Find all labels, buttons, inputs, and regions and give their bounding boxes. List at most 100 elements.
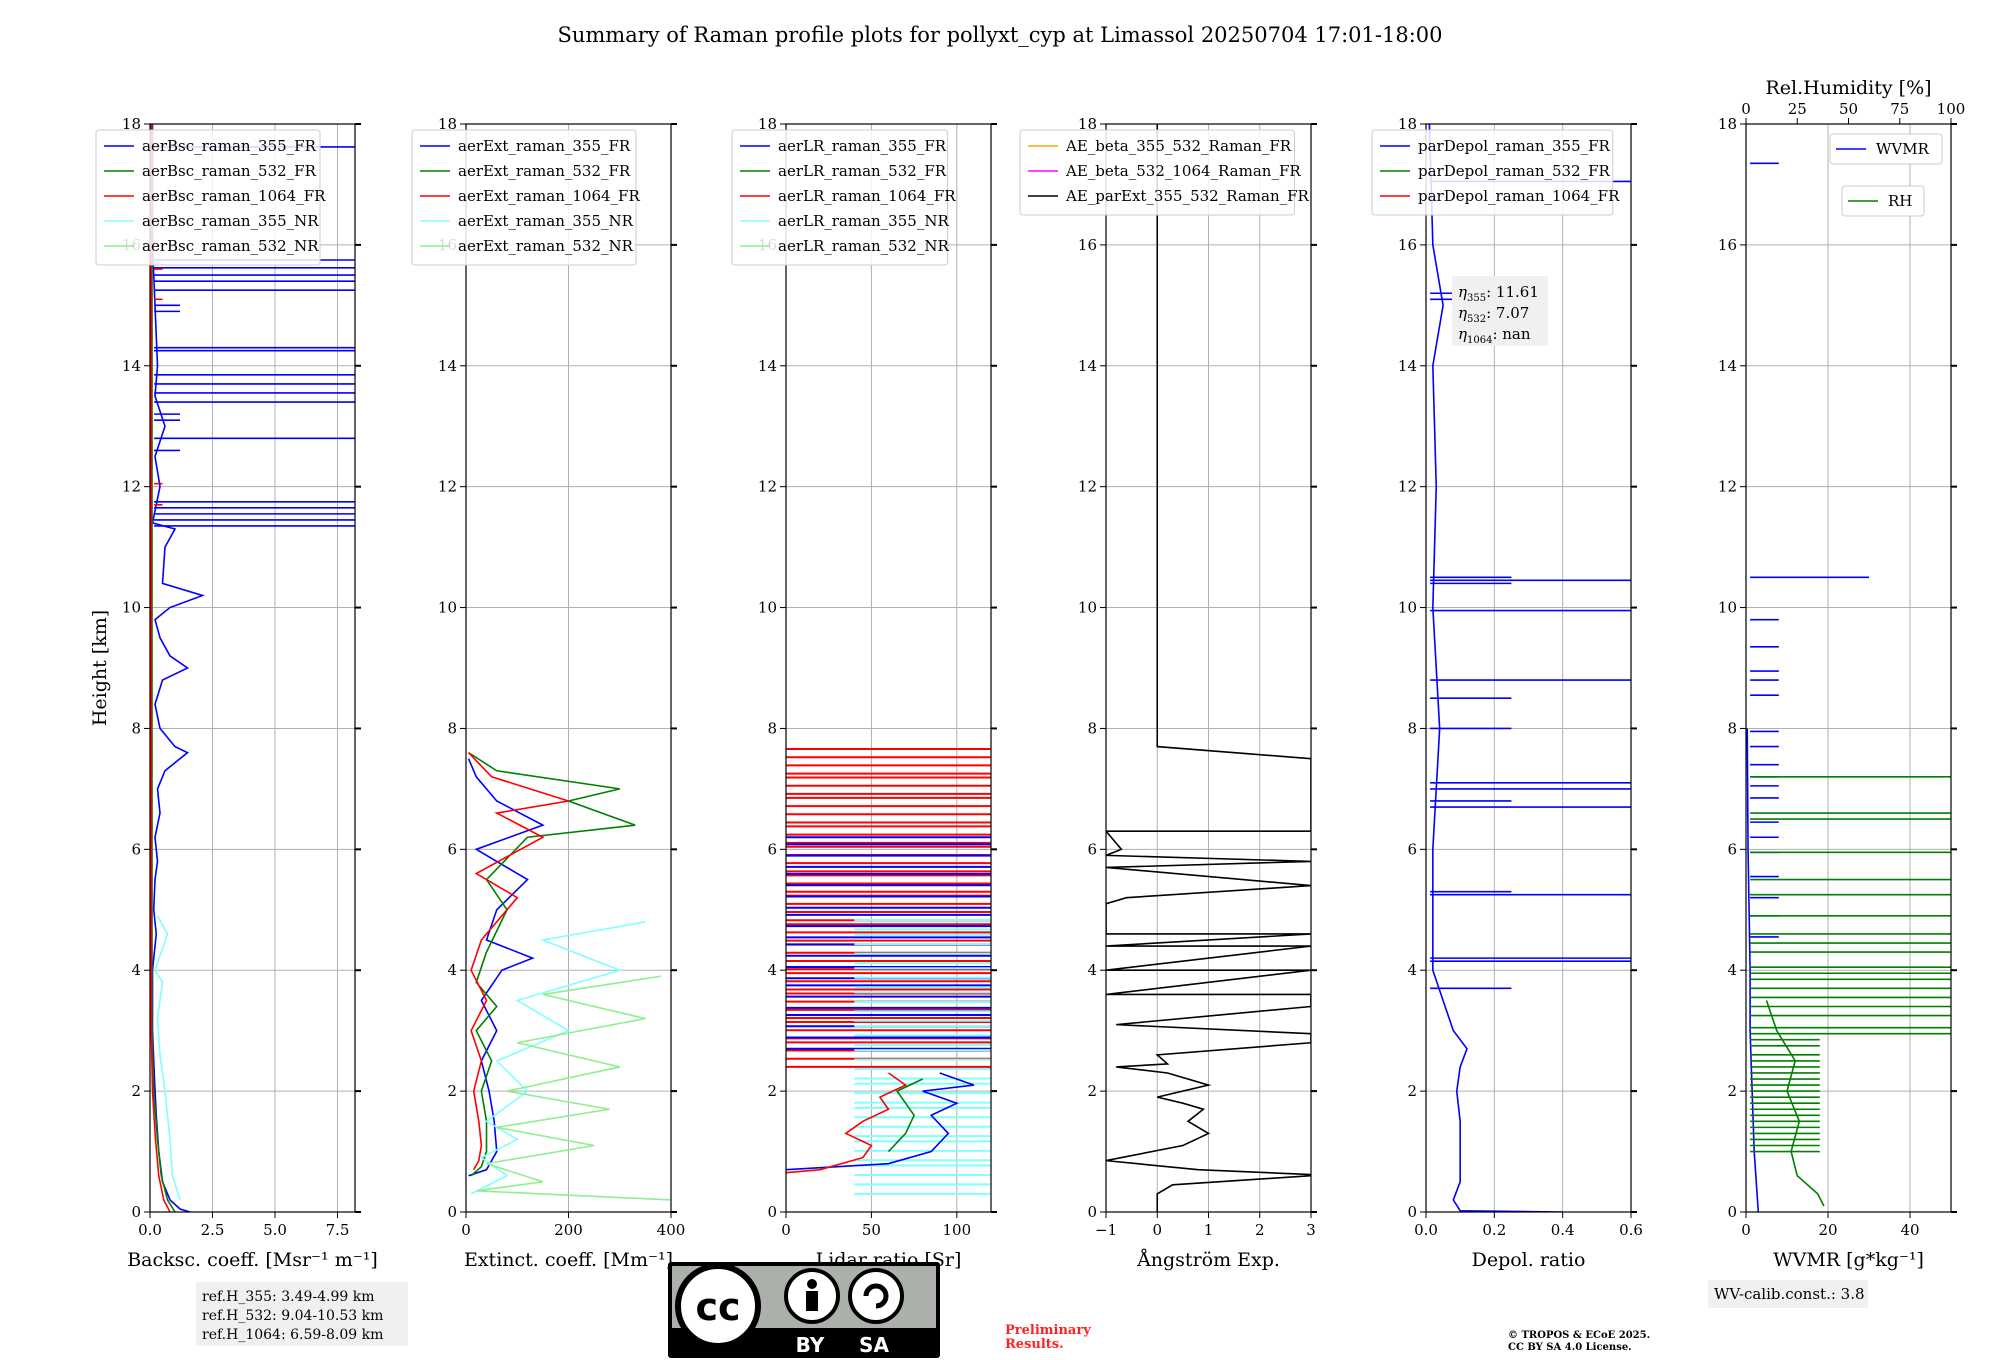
y-tick-label: 10 bbox=[122, 599, 141, 617]
y-tick-label: 16 bbox=[1718, 236, 1737, 254]
preliminary-line1: Preliminary bbox=[1005, 1323, 1091, 1338]
x-tick-label: 0.6 bbox=[1619, 1221, 1643, 1239]
x-tick-label: −1 bbox=[1095, 1221, 1117, 1239]
svg-text:η532: 7.07: η532: 7.07 bbox=[1458, 304, 1529, 325]
legend-entry: AE_parExt_355_532_Raman_FR bbox=[1065, 187, 1310, 205]
axes-frame bbox=[1745, 123, 1952, 1213]
y-tick-label: 16 bbox=[1398, 236, 1417, 254]
legend-box bbox=[1829, 133, 1943, 165]
y-tick-label: 12 bbox=[1718, 478, 1737, 496]
legend-entry: aerLR_raman_355_NR bbox=[778, 212, 949, 230]
legend-entry: aerExt_raman_532_FR bbox=[458, 162, 631, 180]
copyright-line1: © TROPOS & ECoE 2025. bbox=[1508, 1330, 1650, 1341]
eta-532-value: : 7.07 bbox=[1486, 304, 1529, 322]
legend-entry: aerBsc_raman_355_FR bbox=[142, 137, 317, 155]
y-tick-label: 8 bbox=[1087, 719, 1097, 737]
ref-h-532: ref.H_532: 9.04-10.53 km bbox=[202, 1308, 383, 1324]
x-tick-label: 0.4 bbox=[1551, 1221, 1575, 1239]
eta-532-sub: 532 bbox=[1467, 314, 1486, 325]
y-tick-label: 12 bbox=[758, 478, 777, 496]
y-tick-label: 10 bbox=[1718, 599, 1737, 617]
legend-entry: parDepol_raman_355_FR bbox=[1418, 137, 1611, 155]
series-aerLR_raman_1064_FR bbox=[786, 1072, 908, 1174]
legend-entry: aerExt_raman_532_NR bbox=[458, 237, 634, 255]
y-tick-label: 2 bbox=[447, 1082, 457, 1100]
series-aerLR_raman_355_FR bbox=[786, 1072, 975, 1171]
y-tick-label: 18 bbox=[1078, 115, 1097, 133]
y-tick-label: 4 bbox=[447, 961, 457, 979]
eta-1064-symbol: η bbox=[1458, 325, 1467, 343]
legend-entry: aerExt_raman_355_FR bbox=[458, 137, 631, 155]
x-axis-label: Depol. ratio bbox=[1472, 1249, 1586, 1271]
series-aerExt_raman_1064_FR bbox=[467, 752, 569, 1171]
y-tick-label: 8 bbox=[447, 719, 457, 737]
y-tick-label: 0 bbox=[1727, 1203, 1737, 1221]
x-tick-label: 20 bbox=[1818, 1221, 1837, 1239]
legend-entry: WVMR bbox=[1876, 140, 1930, 158]
y-tick-label: 8 bbox=[767, 719, 777, 737]
legend-entry: aerLR_raman_532_FR bbox=[778, 162, 947, 180]
legend-entry: aerExt_raman_355_NR bbox=[458, 212, 634, 230]
y-tick-label: 4 bbox=[1087, 961, 1097, 979]
x-tick-label: 0 bbox=[781, 1221, 791, 1239]
legend-box bbox=[731, 129, 949, 266]
legend-entry: AE_beta_532_1064_Raman_FR bbox=[1065, 162, 1301, 180]
copyright-line2: CC BY SA 4.0 License. bbox=[1508, 1342, 1632, 1353]
y-tick-label: 14 bbox=[758, 357, 777, 375]
y-tick-label: 10 bbox=[1398, 599, 1417, 617]
x-tick-label: 200 bbox=[554, 1221, 583, 1239]
y-tick-label: 6 bbox=[131, 840, 141, 858]
series-aerBsc_raman_532_FR bbox=[151, 124, 176, 1212]
x-tick-label: 40 bbox=[1900, 1221, 1919, 1239]
y-tick-label: 14 bbox=[1718, 357, 1737, 375]
y-tick-label: 0 bbox=[131, 1203, 141, 1221]
y-tick-label: 12 bbox=[1398, 478, 1417, 496]
eta-1064-value: : nan bbox=[1492, 325, 1530, 343]
legend-box bbox=[411, 129, 637, 266]
x-tick-label: 0.0 bbox=[1414, 1221, 1438, 1239]
y-tick-label: 2 bbox=[767, 1082, 777, 1100]
y-tick-label: 0 bbox=[447, 1203, 457, 1221]
y-tick-label: 6 bbox=[1407, 840, 1417, 858]
series-aerBsc_raman_355_NR bbox=[154, 915, 181, 1201]
license-badge: cc BY SA bbox=[668, 1262, 940, 1358]
x2-tick-label: 0 bbox=[1741, 100, 1751, 118]
y-tick-label: 8 bbox=[1727, 719, 1737, 737]
panel-3: 024681012141618050100Lidar ratio [Sr]aer… bbox=[731, 115, 997, 1271]
legend-entry: parDepol_raman_532_FR bbox=[1418, 162, 1611, 180]
legend-entry: aerBsc_raman_355_NR bbox=[142, 212, 319, 230]
svg-text:η355: 11.61: η355: 11.61 bbox=[1458, 283, 1539, 304]
panel-5: 0 2 4 6 8 10 12 14 16 18 0.0 0.2 0.4 0.6 Depol. ratio p… bbox=[1371, 115, 1643, 1271]
x2-tick-label: 75 bbox=[1890, 100, 1909, 118]
plot-area bbox=[786, 747, 991, 1195]
legend-entry: AE_beta_355_532_Raman_FR bbox=[1065, 137, 1292, 155]
y-tick-label: 6 bbox=[767, 840, 777, 858]
y-tick-label: 14 bbox=[438, 357, 457, 375]
plot-area bbox=[467, 751, 671, 1201]
eta-1064-sub: 1064 bbox=[1467, 335, 1492, 346]
legend-box bbox=[1019, 129, 1295, 216]
y-tick-label: 2 bbox=[131, 1082, 141, 1100]
wv-calib-box: WV-calib.const.: 3.8 bbox=[1708, 1280, 1868, 1308]
x-axis-label: Ångström Exp. bbox=[1136, 1249, 1280, 1271]
sa-label: SA bbox=[859, 1333, 889, 1357]
axes-frame bbox=[149, 123, 356, 1213]
ref-height-box: ref.H_355: 3.49-4.99 km ref.H_532: 9.04-… bbox=[196, 1282, 408, 1346]
legend-entry: aerLR_raman_532_NR bbox=[778, 237, 949, 255]
legend-entry: RH bbox=[1888, 192, 1912, 210]
y-tick-label: 4 bbox=[131, 961, 141, 979]
y-tick-label: 12 bbox=[122, 478, 141, 496]
y-tick-label: 2 bbox=[1727, 1082, 1737, 1100]
x2-tick-label: 50 bbox=[1839, 100, 1858, 118]
y-tick-label: 12 bbox=[1078, 478, 1097, 496]
legend-entry: aerBsc_raman_532_FR bbox=[142, 162, 317, 180]
axes-frame bbox=[1425, 123, 1632, 1213]
y-tick-label: 18 bbox=[1398, 115, 1417, 133]
y-tick-label: 10 bbox=[1078, 599, 1097, 617]
x-axis-label: WVMR [g*kg⁻¹] bbox=[1773, 1249, 1924, 1271]
x-tick-label: 1 bbox=[1204, 1221, 1214, 1239]
x-tick-label: 0 bbox=[1741, 1221, 1751, 1239]
